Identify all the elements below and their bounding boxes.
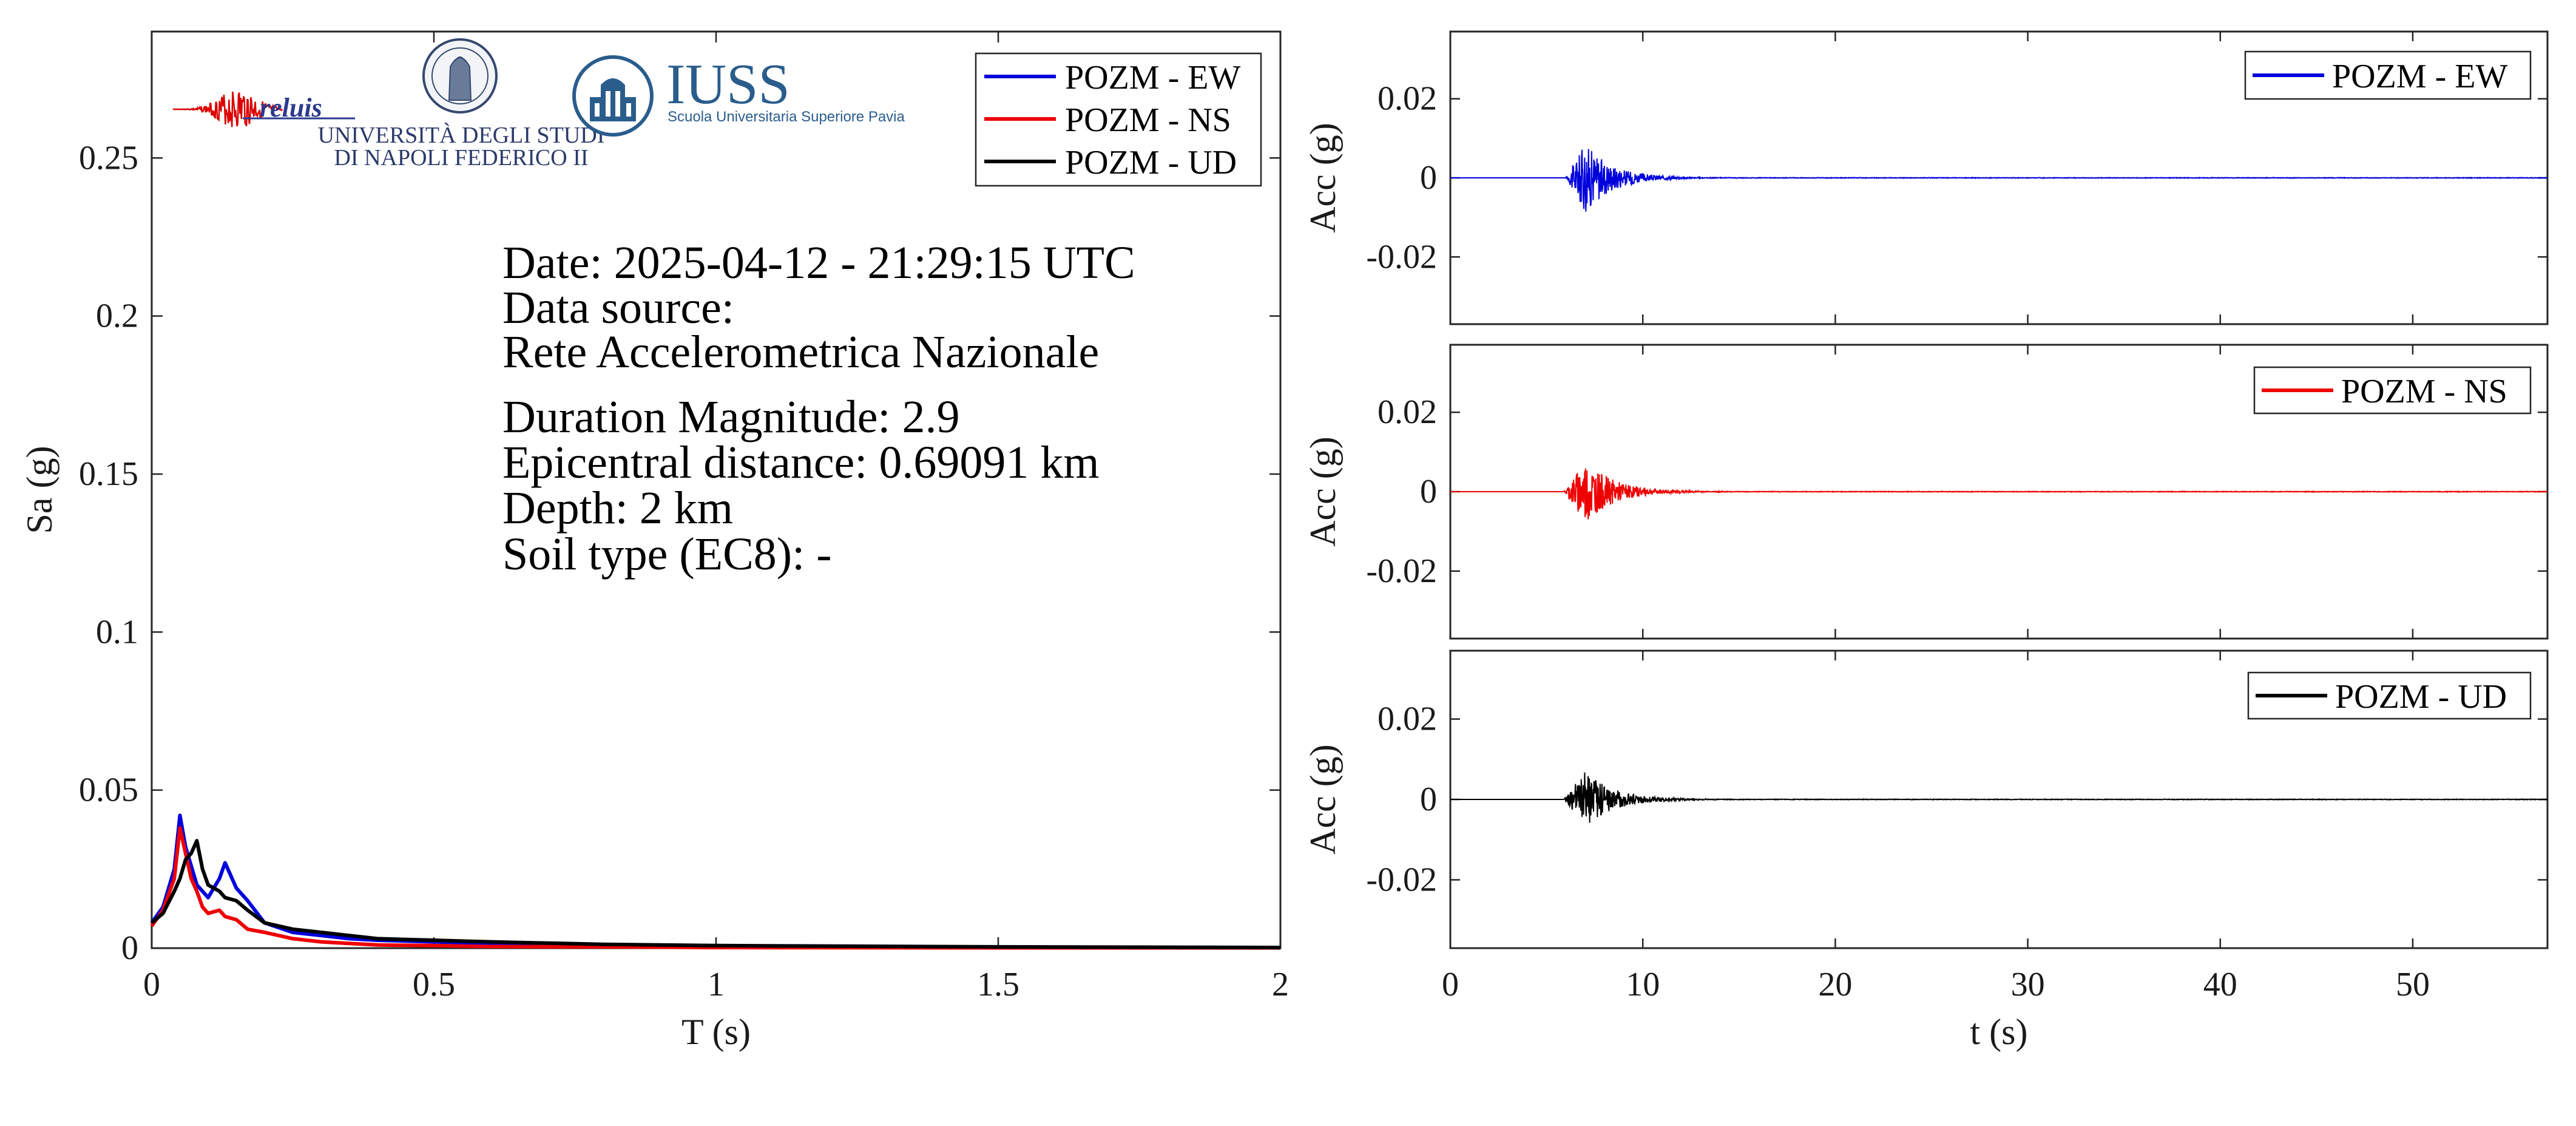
spectrum-lines [150, 813, 1281, 950]
waveform-y-tick-label: -0.02 [1366, 238, 1437, 276]
waveform-ns-legend-label: POZM - NS [2341, 373, 2507, 410]
spectrum-y-tick-label: 0.2 [96, 297, 138, 335]
waveform-y-tick-label: 0.02 [1378, 700, 1437, 738]
waveform-ns-ticks: 0.02 0 -0.02 [1366, 345, 2547, 639]
waveform-ew-legend-label: POZM - EW [2332, 58, 2507, 95]
spectrum-ticks: 0 0.5 1 1.5 2 0 0.05 0.1 0.15 0.2 0.25 [79, 32, 1289, 1003]
event-magnitude: Duration Magnitude: 2.9 [502, 392, 960, 443]
unina-logo: UNIVERSITÀ DEGLI STUDI DI NAPOLI FEDERIC… [318, 38, 605, 171]
waveform-x-tick-label: 30 [2011, 966, 2045, 1003]
response-spectrum-chart: 0 0.5 1 1.5 2 0 0.05 0.1 0.15 0.2 0.25 T (s) Sa (g… [19, 30, 1289, 1052]
spectrum-x-tick-label: 2 [1272, 966, 1289, 1003]
waveform-ud-ticks: 0.02 0 -0.02 0 10 20 30 40 50 [1366, 651, 2547, 1003]
spectrum-x-tick-label: 1 [708, 966, 725, 1003]
spectrum-y-tick-label: 0.1 [96, 613, 138, 651]
waveform-y-tick-label: 0.02 [1378, 393, 1437, 431]
spectrum-x-tick-label: 0.5 [413, 966, 455, 1003]
spectrum-y-label: Sa (g) [19, 446, 59, 534]
waveform-y-tick-label: 0 [1420, 781, 1437, 818]
event-info: Date: 2025-04-12 - 21:29:15 UTC Data sou… [502, 237, 1135, 580]
unina-seal-figure [448, 56, 472, 101]
waveform-ew-ticks: 0.02 0 -0.02 [1366, 32, 2547, 324]
waveform-ns-line [1450, 468, 2547, 520]
legend-ns-label: POZM - NS [1065, 101, 1231, 139]
spectrum-y-tick-label: 0.15 [79, 455, 138, 493]
spectrum-x-tick-label: 0 [143, 966, 160, 1003]
waveform-ns-panel: 0.02 0 -0.02 Acc (g) POZM - NS [1303, 344, 2549, 640]
iuss-logo-subtitle: Scuola Universitaria Superiore Pavia [668, 109, 905, 125]
spectrum-x-tick-label: 1.5 [977, 966, 1019, 1003]
spectrum-legend: POZM - EW POZM - NS POZM - UD [975, 52, 1262, 187]
spectrum-y-tick-label: 0 [121, 929, 138, 967]
waveform-y-tick-label: -0.02 [1366, 552, 1437, 590]
waveform-ud-y-label: Acc (g) [1303, 744, 1343, 855]
unina-logo-line2: DI NAPOLI FEDERICO II [334, 145, 588, 171]
waveform-ns-y-label: Acc (g) [1303, 436, 1343, 547]
event-soil: Soil type (EC8): - [502, 529, 832, 580]
spectrum-series-line [150, 826, 1280, 950]
iuss-emblem-windows [595, 91, 631, 117]
waveform-x-tick-label: 0 [1442, 966, 1459, 1003]
waveform-ud-legend-label: POZM - UD [2335, 678, 2507, 716]
event-source: Rete Accelerometrica Nazionale [502, 327, 1099, 378]
spectrum-x-label: T (s) [681, 1012, 751, 1052]
event-depth: Depth: 2 km [502, 483, 733, 534]
legend-ud-label: POZM - UD [1065, 144, 1237, 181]
waveform-y-tick-label: 0.02 [1378, 80, 1437, 118]
event-source-label: Data source: [502, 282, 734, 333]
waveform-ud-line [1450, 772, 2547, 823]
waveform-x-tick-label: 40 [2203, 966, 2237, 1003]
iuss-logo: IUSS Scuola Universitaria Superiore Pavi… [572, 53, 905, 137]
unina-seal-inner [431, 47, 488, 104]
waveform-ew-line [1450, 149, 2547, 212]
waveform-ew-y-label: Acc (g) [1303, 123, 1343, 233]
waveform-ew-panel: 0.02 0 -0.02 Acc (g) POZM - EW [1303, 30, 2549, 325]
iuss-logo-title: IUSS [666, 53, 790, 116]
legend-ew-label: POZM - EW [1065, 59, 1240, 97]
spectrum-y-tick-label: 0.25 [79, 139, 138, 177]
waveform-y-tick-label: -0.02 [1366, 861, 1437, 898]
waveform-x-label: t (s) [1970, 1012, 2028, 1052]
waveform-x-tick-label: 50 [2396, 966, 2430, 1003]
spectrum-series-line [150, 839, 1281, 949]
event-date: Date: 2025-04-12 - 21:29:15 UTC [502, 237, 1135, 288]
waveform-x-tick-label: 20 [1818, 966, 1852, 1003]
waveform-y-tick-label: 0 [1420, 473, 1437, 510]
waveform-y-tick-label: 0 [1420, 159, 1437, 197]
reluis-logo: reluis [173, 91, 355, 127]
waveform-x-tick-label: 10 [1626, 966, 1660, 1003]
reluis-wave-icon [173, 91, 283, 127]
iuss-emblem-building [590, 78, 636, 121]
unina-logo-line1: UNIVERSITÀ DEGLI STUDI [318, 123, 605, 148]
spectrum-y-tick-label: 0.05 [79, 772, 138, 809]
waveform-ud-panel: 0.020-0.020 10 20 30 40 50 Acc (g) POZM - UD … [1303, 649, 2549, 1052]
event-distance: Epicentral distance: 0.69091 km [502, 437, 1100, 488]
